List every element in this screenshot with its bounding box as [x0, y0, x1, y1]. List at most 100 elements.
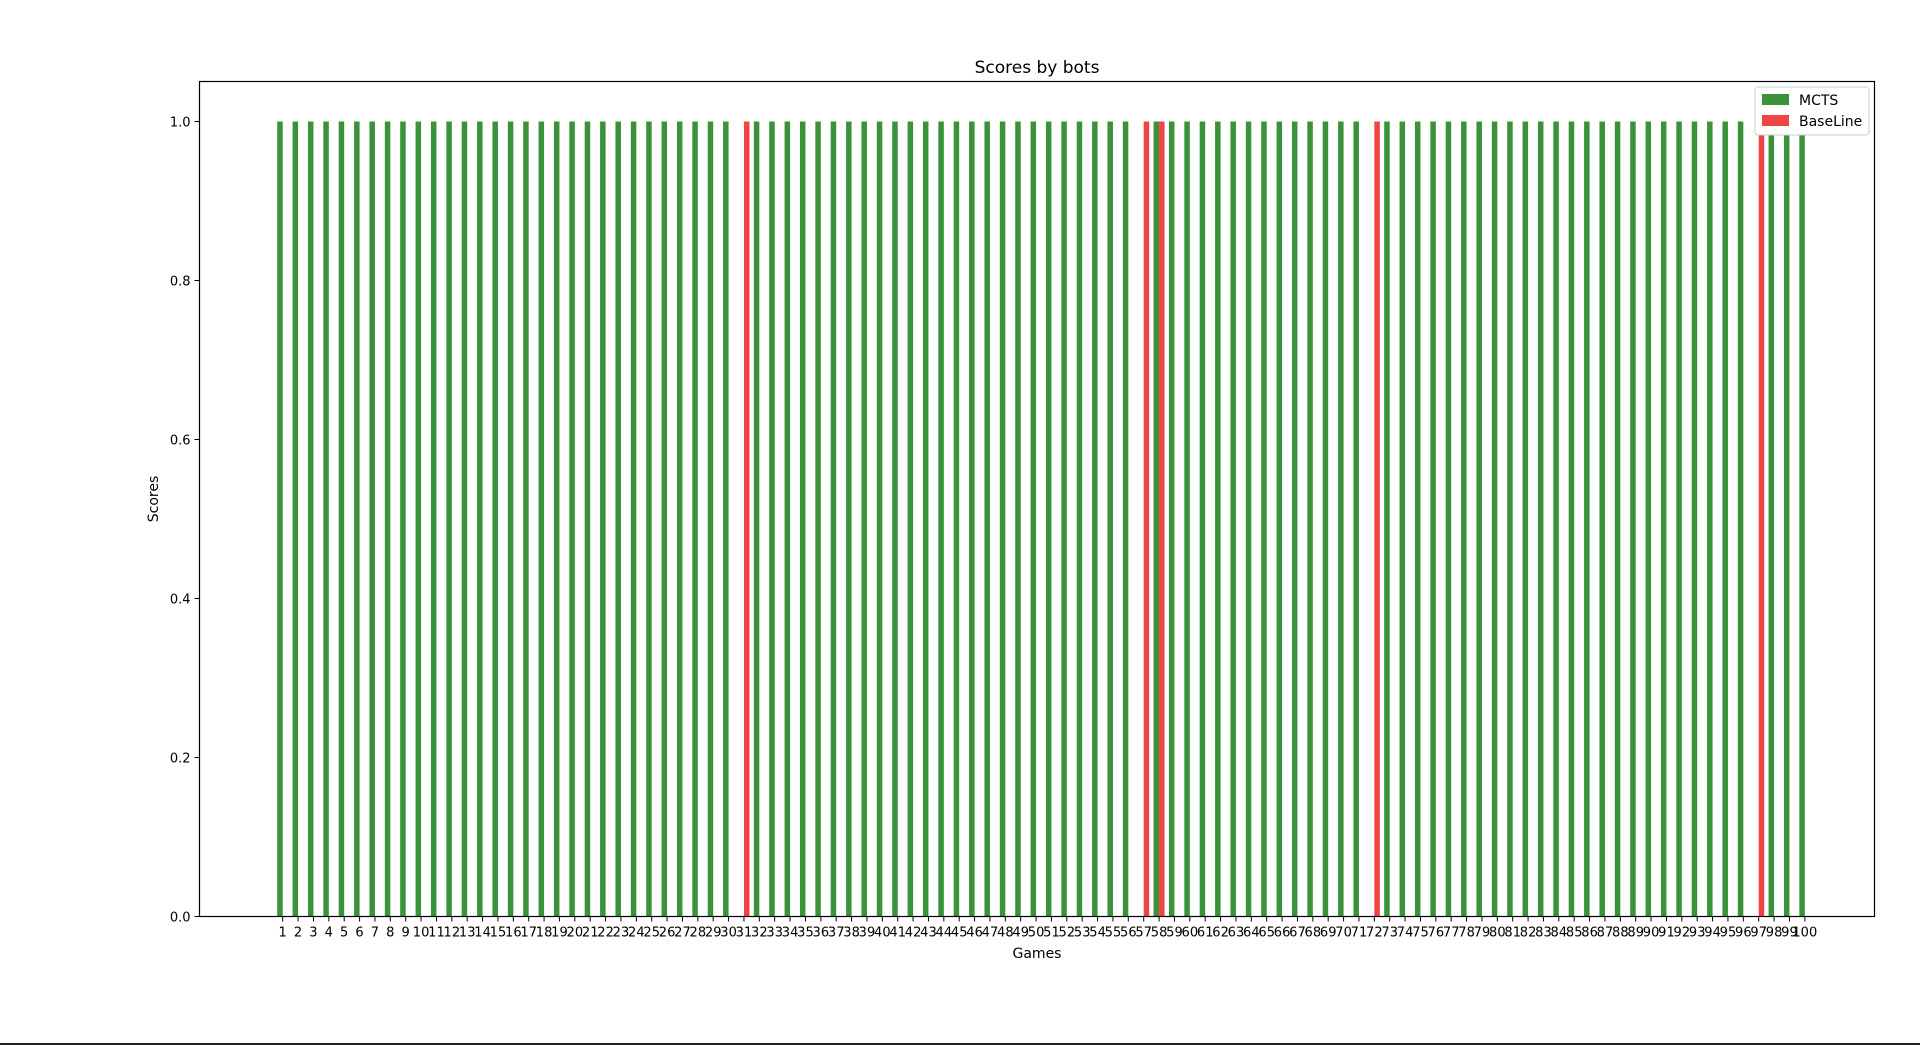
x-tick-label: 21	[582, 926, 599, 941]
x-tick-label: 59	[1166, 926, 1183, 941]
x-tick-label: 50	[1028, 926, 1045, 941]
bar-mcts-game-58	[1153, 121, 1160, 917]
x-tick-label: 42	[905, 926, 922, 941]
bar-mcts-game-1	[277, 121, 283, 917]
bar-mcts-game-78	[1461, 121, 1467, 917]
bar-mcts-game-84	[1553, 121, 1559, 917]
x-tick-label: 6	[355, 926, 363, 941]
bar-mcts-game-70	[1338, 121, 1344, 917]
bar-mcts-game-40	[876, 121, 883, 917]
x-tick-label: 13	[459, 926, 476, 941]
bar-mcts-game-79	[1476, 121, 1482, 917]
bar-mcts-game-28	[692, 121, 698, 917]
bar-mcts-game-6	[354, 121, 360, 917]
bar-mcts-game-93	[1691, 121, 1698, 917]
x-tick-label: 76	[1428, 926, 1445, 941]
x-tick-label: 77	[1443, 926, 1460, 941]
bar-mcts-game-83	[1537, 121, 1544, 917]
x-tick-label: 97	[1750, 926, 1767, 941]
x-tick-label: 12	[444, 926, 461, 941]
x-tick-label: 3	[309, 926, 317, 941]
bar-mcts-game-55	[1107, 121, 1113, 917]
x-tick-label: 69	[1320, 926, 1337, 941]
bar-mcts-game-52	[1061, 121, 1067, 917]
x-tick-label: 93	[1689, 926, 1706, 941]
bar-mcts-game-87	[1599, 121, 1605, 917]
y-tick-label: 1.0	[170, 116, 191, 131]
x-tick-label: 72	[1366, 926, 1383, 941]
x-tick-label: 48	[997, 926, 1014, 941]
x-tick-label: 92	[1674, 926, 1691, 941]
x-tick-label: 53	[1074, 926, 1091, 941]
bar-mcts-game-41	[892, 121, 898, 917]
x-tick-label: 64	[1243, 926, 1260, 941]
bar-mcts-game-14	[477, 121, 483, 917]
x-tick-label: 94	[1704, 926, 1721, 941]
x-tick-label: 85	[1566, 926, 1583, 941]
bar-mcts-game-89	[1630, 121, 1636, 917]
bar-mcts-game-30	[723, 121, 729, 917]
bar-mcts-game-73	[1384, 121, 1390, 917]
y-tick-label: 0.6	[170, 434, 191, 449]
bar-mcts-game-100	[1799, 121, 1805, 917]
x-tick-label: 45	[951, 926, 968, 941]
bar-mcts-game-23	[615, 121, 621, 917]
bar-mcts-game-59	[1168, 121, 1175, 917]
bar-mcts-game-43	[922, 121, 929, 917]
bar-mcts-game-82	[1522, 121, 1529, 917]
bar-mcts-game-12	[446, 121, 452, 917]
bar-mcts-game-4	[323, 121, 329, 917]
x-tick-label: 36	[813, 926, 830, 941]
x-tick-label: 78	[1458, 926, 1475, 941]
x-tick-label: 70	[1335, 926, 1352, 941]
x-tick-label: 4	[325, 926, 333, 941]
x-tick-label: 5	[340, 926, 348, 941]
bar-baseline-game-57	[1143, 121, 1150, 917]
bar-mcts-game-29	[707, 121, 714, 917]
bar-mcts-game-35	[799, 121, 806, 917]
bar-mcts-game-3	[307, 121, 314, 917]
x-tick-label: 18	[536, 926, 553, 941]
x-tick-label: 32	[751, 926, 768, 941]
chart-title: Scores by bots	[975, 58, 1100, 78]
x-tick-label: 19	[551, 926, 568, 941]
x-tick-label: 26	[659, 926, 676, 941]
bar-mcts-game-56	[1122, 121, 1129, 917]
y-tick-label: 0.8	[170, 275, 191, 290]
y-tick-label: 0.2	[170, 752, 191, 767]
bar-mcts-game-86	[1584, 121, 1590, 917]
bar-mcts-game-25	[646, 121, 652, 917]
bar-baseline-game-58	[1159, 121, 1165, 917]
bar-mcts-game-71	[1353, 121, 1359, 917]
bar-mcts-game-76	[1430, 121, 1436, 917]
bar-mcts-game-21	[584, 121, 591, 917]
x-tick-label: 10	[413, 926, 430, 941]
x-tick-label: 80	[1489, 926, 1506, 941]
bar-mcts-game-42	[907, 121, 914, 917]
legend: MCTS BaseLine	[1754, 86, 1870, 136]
x-tick-label: 40	[874, 926, 891, 941]
bar-mcts-game-18	[538, 121, 545, 917]
bar-baseline-game-72	[1374, 121, 1380, 917]
bar-mcts-game-98	[1768, 121, 1775, 917]
bars-layer	[277, 121, 1805, 917]
bar-mcts-game-64	[1245, 121, 1252, 917]
bar-mcts-game-34	[784, 121, 791, 917]
bar-mcts-game-92	[1676, 121, 1682, 917]
x-tick-label: 51	[1043, 926, 1060, 941]
x-tick-label: 52	[1059, 926, 1076, 941]
x-tick-label: 96	[1735, 926, 1752, 941]
x-tick-label: 74	[1397, 926, 1414, 941]
y-axis-label: Scores	[146, 476, 162, 523]
bar-mcts-game-26	[661, 121, 668, 917]
bar-mcts-game-88	[1614, 121, 1621, 917]
x-tick-label: 29	[705, 926, 722, 941]
bar-mcts-game-5	[338, 121, 345, 917]
x-tick-label: 55	[1105, 926, 1122, 941]
x-tick-label: 46	[966, 926, 983, 941]
bar-mcts-game-65	[1261, 121, 1267, 917]
bar-baseline-game-31	[743, 121, 750, 917]
legend-label-mcts: MCTS	[1799, 93, 1838, 109]
x-tick-label: 1	[279, 926, 287, 941]
bar-mcts-game-81	[1507, 121, 1513, 917]
